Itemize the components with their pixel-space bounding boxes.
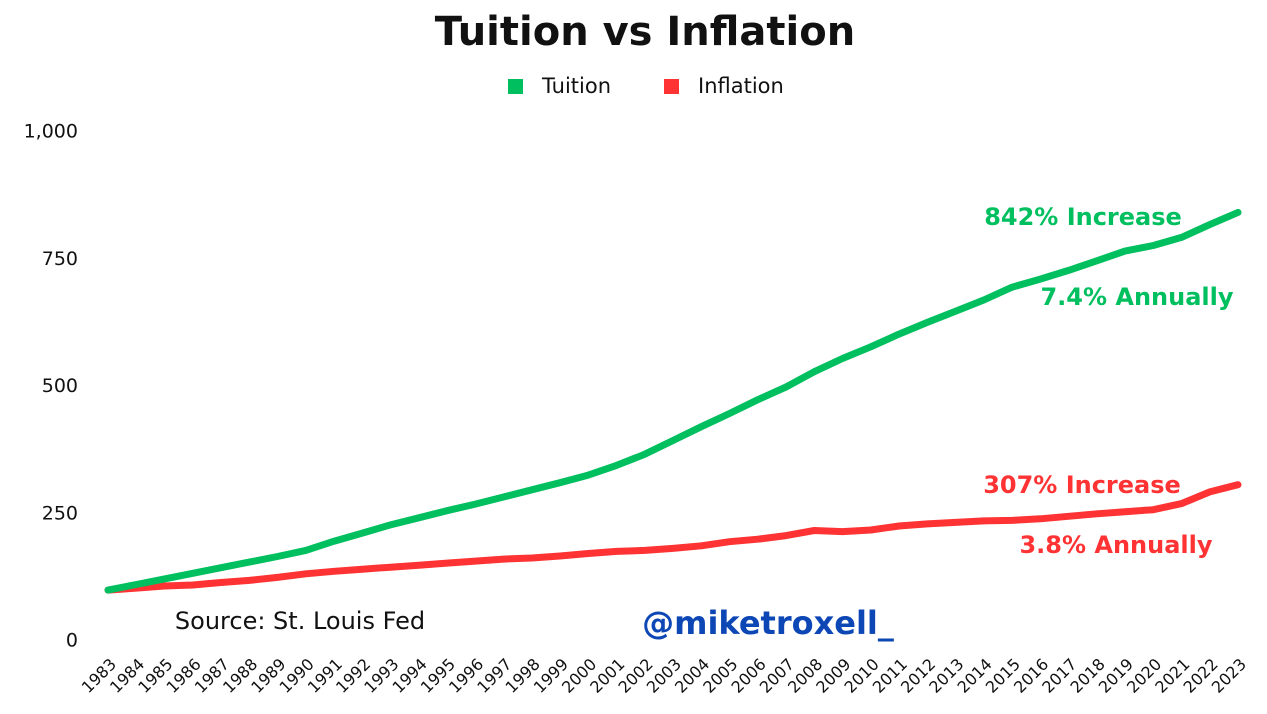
- y-tick-label: 750: [42, 248, 78, 270]
- legend-swatch: [508, 79, 523, 94]
- y-tick-label: 0: [66, 630, 78, 652]
- annotation: 307% Increase: [983, 471, 1181, 499]
- annotation: @miketroxell_: [642, 604, 894, 642]
- line-series: [104, 208, 1242, 594]
- legend-label: Tuition: [541, 74, 611, 98]
- annotation: 7.4% Annually: [1040, 283, 1233, 311]
- chart-title: Tuition vs Inflation: [435, 9, 855, 55]
- line-series: [104, 481, 1242, 594]
- annotation: 3.8% Annually: [1019, 531, 1212, 559]
- y-tick-label: 1,000: [24, 121, 78, 143]
- annotation: 842% Increase: [984, 203, 1182, 231]
- legend-label: Inflation: [698, 74, 784, 98]
- annotation: Source: St. Louis Fed: [175, 607, 425, 635]
- legend-swatch: [664, 79, 679, 94]
- y-tick-label: 500: [42, 375, 78, 397]
- y-tick-label: 250: [42, 502, 78, 524]
